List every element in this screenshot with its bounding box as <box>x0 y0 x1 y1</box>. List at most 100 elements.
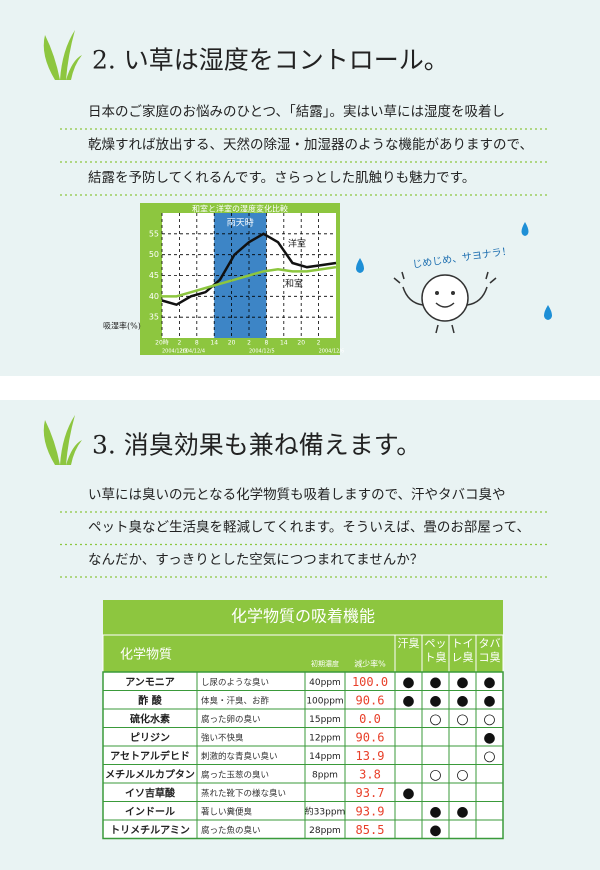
odor-mark: ● <box>429 822 441 838</box>
concentration: 40ppm <box>309 678 341 688</box>
substance-name: インドール <box>125 806 175 818</box>
paragraph-line: い草には臭いの元となる化学物質も吸着しますので、汗やタバコ臭や <box>88 486 506 503</box>
substance-name: 硫化水素 <box>130 712 170 725</box>
table-title: 化学物質の吸着機能 <box>231 607 375 626</box>
x-tick-label: 20 <box>228 340 236 347</box>
series-line <box>162 265 337 298</box>
y-tick-label: 40 <box>149 292 159 301</box>
table-header: トイレ臭 <box>451 637 474 664</box>
paragraph-line: ペット臭など生活臭を軽減してくれます。そういえば、畳のお部屋って、 <box>88 519 530 536</box>
date-label: 2004/12/3 <box>162 349 188 355</box>
y-tick-label: 35 <box>149 313 159 322</box>
table-header: 汗臭 <box>397 637 420 650</box>
date-label: 2004/12/5 <box>249 349 275 355</box>
odor-mark: ● <box>402 693 414 709</box>
y-tick-label: 55 <box>149 229 159 238</box>
odor-mark: ○ <box>429 711 441 727</box>
odor-mark: ○ <box>429 767 441 783</box>
substance-name: イソ吉草酸 <box>125 786 176 799</box>
substance-name: トリメチルアミン <box>110 824 190 836</box>
series-label: 和室 <box>285 278 303 290</box>
table-body-bg <box>102 671 504 840</box>
odor-mark: ○ <box>483 711 495 727</box>
x-tick-label: 2 <box>317 340 321 347</box>
reduction-rate: 3.8 <box>359 767 381 781</box>
odor-mark: ● <box>402 785 414 801</box>
odor-desc: 腐った玉葱の臭い <box>201 769 269 780</box>
concentration: 14ppm <box>309 752 341 762</box>
x-tick-label: 14 <box>210 340 218 347</box>
odor-mark: ● <box>429 674 441 690</box>
table-header: 減少率% <box>354 659 386 669</box>
odor-mark: ● <box>429 804 441 820</box>
header-cell: タバコ臭 <box>478 637 501 664</box>
odor-mark: ● <box>402 674 414 690</box>
series-label: 洋室 <box>288 238 306 250</box>
x-tick-label: 2 <box>177 340 181 347</box>
odor-mark: ● <box>456 674 468 690</box>
header-cell: トイレ臭 <box>451 637 474 664</box>
section-title: 3. 消臭効果も兼ね備えます。 <box>92 431 421 460</box>
grass-icon <box>43 30 82 80</box>
odor-desc: 蒸れた靴下の様な臭い <box>201 788 286 799</box>
grass-icon <box>43 415 82 465</box>
table-header-bg <box>102 634 504 673</box>
substance-name: ピリジン <box>130 732 170 744</box>
odor-mark: ● <box>483 674 495 690</box>
odor-mark: ● <box>429 693 441 709</box>
substance-name: アンモニア <box>125 676 175 688</box>
odor-mark: ● <box>483 693 495 709</box>
reduction-rate: 90.6 <box>356 693 385 707</box>
odor-mark: ○ <box>456 711 468 727</box>
reduction-rate: 13.9 <box>356 749 385 763</box>
odor-mark: ● <box>483 730 495 746</box>
odor-desc: 腐った卵の臭い <box>201 714 261 725</box>
paragraph-line: 日本のご家庭のお悩みのひとつ、「結露」。実はい草には湿度を吸着し <box>88 103 505 120</box>
concentration: 28ppm <box>309 826 341 836</box>
substance-name: メチルメルカプタン <box>105 768 195 781</box>
x-tick-label: 8 <box>195 340 199 347</box>
paragraph-line: なんだか、すっきりとした空気につつまれてませんか？ <box>88 552 423 568</box>
concentration: 15ppm <box>309 715 341 725</box>
substance-name: 酢 酸 <box>138 694 162 707</box>
odor-mark: ○ <box>483 748 495 764</box>
odor-desc: 体臭・汗臭、お酢 <box>201 695 270 706</box>
x-tick-label: 8 <box>264 340 268 347</box>
reduction-rate: 100.0 <box>352 675 388 689</box>
section-title: 2. い草は湿度をコントロール。 <box>92 46 449 75</box>
x-tick-label: 20時 <box>155 339 169 347</box>
date-label: 2004/12/6 <box>319 349 345 355</box>
reduction-rate: 93.7 <box>356 786 385 800</box>
concentration: 100ppm <box>306 696 343 706</box>
concentration: 約33ppm <box>305 805 346 817</box>
date-label: 2004/12/4 <box>179 349 205 355</box>
illustration <box>356 222 552 334</box>
table-header: 化学物質 <box>120 647 172 663</box>
table-header: 初期濃度 <box>311 659 339 668</box>
table-header: ペット臭 <box>424 637 447 664</box>
paragraph-line: 乾燥すれば放出する、天然の除湿・加湿器のような機能がありますので、 <box>88 136 533 153</box>
y-tick-label: 45 <box>149 271 159 280</box>
odor-mark: ○ <box>456 767 468 783</box>
odor-desc: 強い不快臭 <box>201 732 244 743</box>
substance-name: アセトアルデヒド <box>110 749 190 762</box>
reduction-rate: 90.6 <box>356 730 385 744</box>
odor-mark: ● <box>456 693 468 709</box>
concentration: 8ppm <box>312 770 338 780</box>
reduction-rate: 0.0 <box>359 712 381 726</box>
chart-title: 和室と洋室の湿度変化比較 <box>192 204 288 214</box>
odor-mark: ● <box>456 804 468 820</box>
y-axis-label: 吸湿率(%) <box>103 321 141 331</box>
concentration: 12ppm <box>309 733 341 743</box>
paragraph-line: 結露を予防してくれるんです。さらっとした肌触りも魅力です。 <box>88 170 475 186</box>
reduction-rate: 85.5 <box>356 823 385 837</box>
odor-desc: 著しい糞便臭 <box>201 806 253 817</box>
x-tick-label: 14 <box>280 340 288 347</box>
series-line <box>161 232 337 307</box>
table-title-bg <box>103 600 503 635</box>
header-cell: ペット臭 <box>424 637 447 664</box>
table-header: タバコ臭 <box>478 637 501 664</box>
x-tick-label: 20 <box>297 340 305 347</box>
band-label: 雨天時 <box>227 218 254 229</box>
